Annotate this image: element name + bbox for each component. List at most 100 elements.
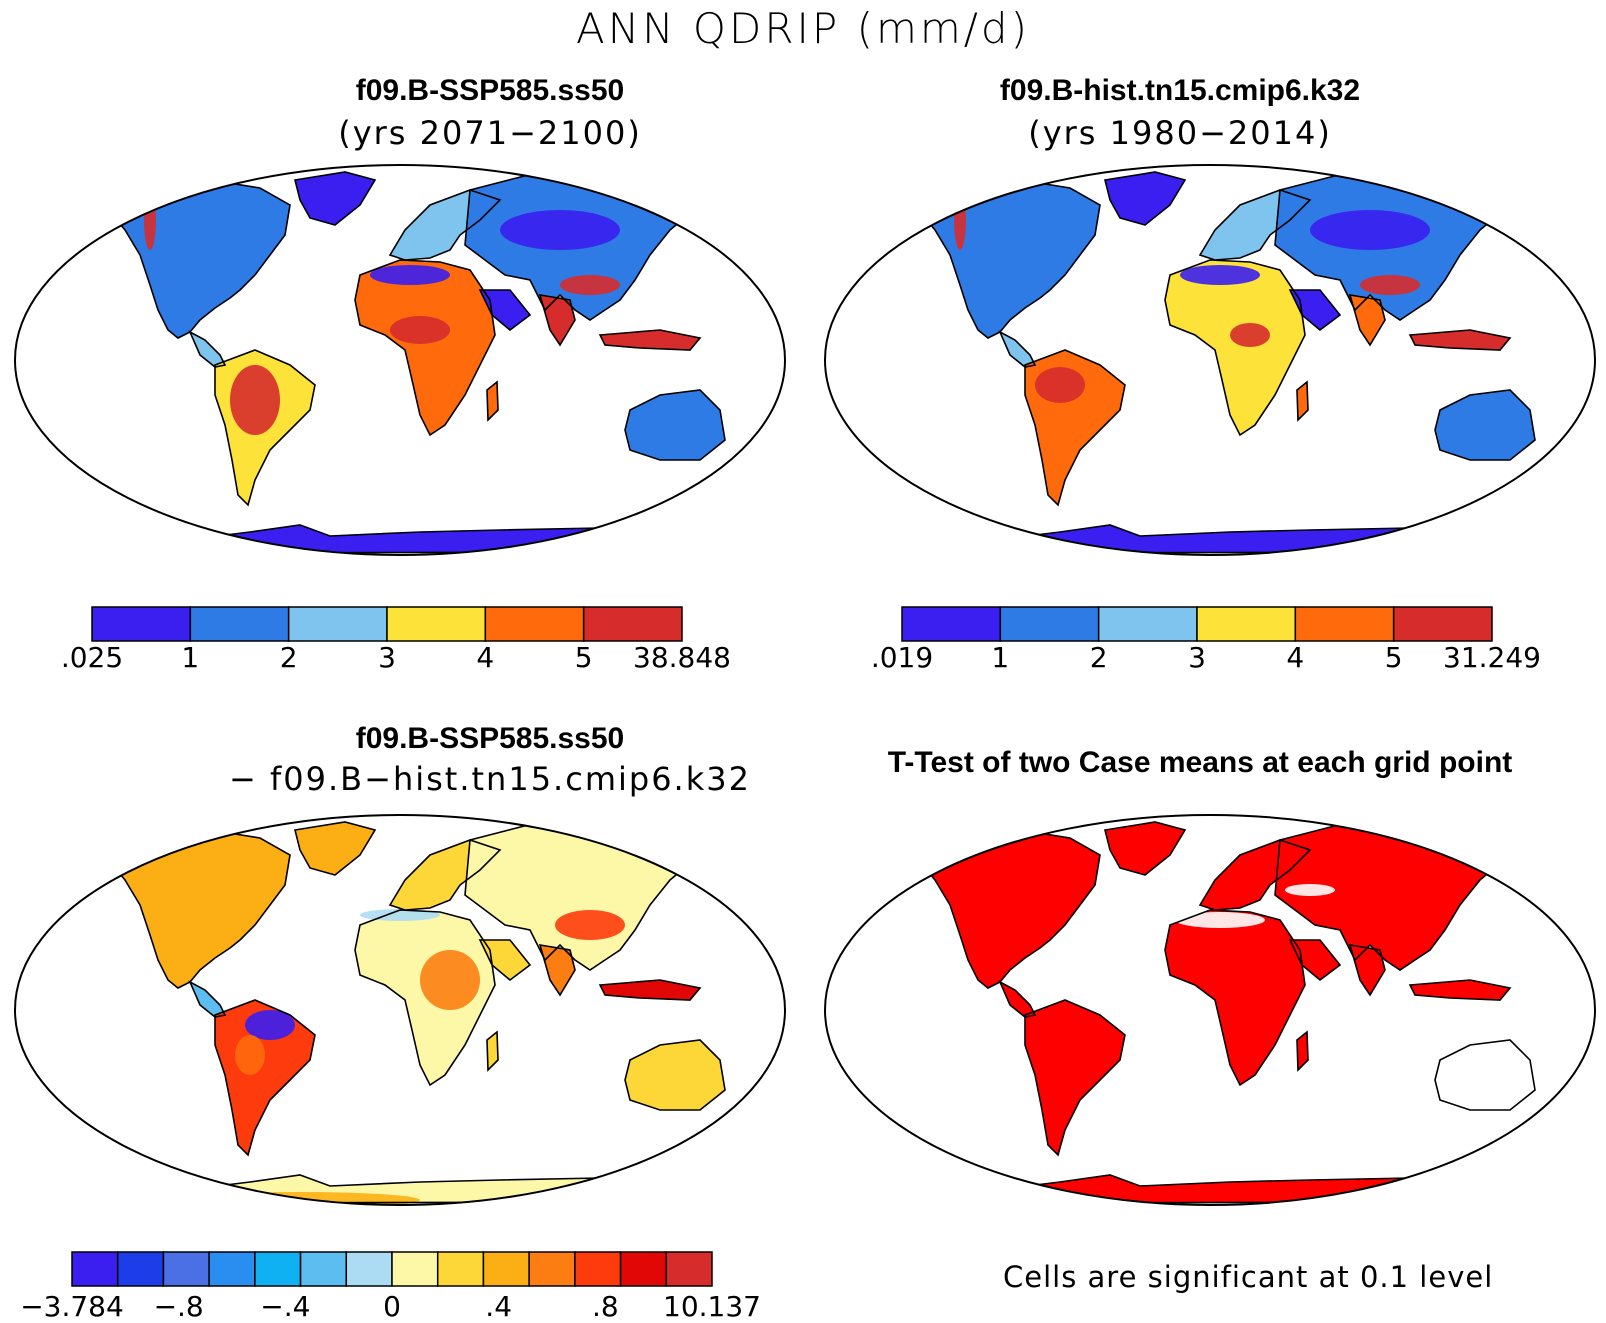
- colorbar-segment: [1196, 606, 1297, 642]
- land-southAmerica: [1025, 1000, 1125, 1155]
- land-northAmerica: [100, 830, 290, 988]
- map-ssp585: [14, 164, 786, 556]
- land-centralAmerica: [1000, 332, 1035, 367]
- colorbar-tick-label: 0: [383, 1290, 401, 1323]
- field-patch: [1035, 367, 1085, 403]
- coastline-indonesia: [598, 329, 702, 351]
- colorbar-segment: [162, 1251, 210, 1287]
- land-madagascar: [1297, 382, 1308, 420]
- colorbar-segment: [999, 606, 1100, 642]
- coastline-arabia: [478, 289, 532, 332]
- colorbar-ssp585: .025 1 2 3 4 5 38.848: [61, 606, 731, 674]
- coastline-australia: [1434, 389, 1536, 461]
- coastline-centralAmerica: [998, 330, 1037, 368]
- land-southAmerica: [215, 1000, 315, 1155]
- coastline-greenland: [294, 171, 377, 226]
- map-ttest: [824, 814, 1596, 1206]
- colorbar-segment: [71, 1251, 119, 1287]
- coastline-africa: [1164, 259, 1306, 437]
- coastline-europe: [388, 839, 502, 911]
- colorbar-segment: [299, 1251, 348, 1287]
- land-layer: [98, 169, 726, 554]
- colorbar-segment: [665, 1251, 713, 1287]
- field-patch: [1180, 265, 1260, 285]
- coastline-africa: [354, 909, 496, 1087]
- land-centralAmerica: [190, 982, 225, 1017]
- coastline-greenland: [294, 821, 377, 876]
- colorbar-segment: [484, 606, 585, 642]
- colorbar-segment: [91, 606, 192, 642]
- colorbar-segment: [391, 1251, 439, 1287]
- land-indonesia: [600, 980, 700, 1000]
- coastline-northAmerica: [908, 179, 1101, 339]
- colorbar-segment: [901, 606, 1002, 642]
- colorbar-segment: [1392, 606, 1493, 642]
- coastline-northAmerica: [98, 179, 291, 339]
- land-africa: [1165, 910, 1305, 1085]
- colorbar-segment: [386, 606, 487, 642]
- coastline-australia: [1434, 1039, 1536, 1111]
- colorbar-segment: [116, 1251, 165, 1287]
- land-australia: [625, 1040, 725, 1110]
- colorbar-segment: [345, 1251, 393, 1287]
- coastline-europe: [1198, 189, 1312, 261]
- colorbar-tick-label: .019: [871, 641, 933, 674]
- field-patch: [1175, 912, 1265, 928]
- land-australia: [1435, 390, 1535, 460]
- colorbar-tick-label: 4: [1286, 641, 1304, 674]
- land-indonesia: [1410, 980, 1510, 1000]
- colorbar-tick-label: −.4: [260, 1290, 310, 1323]
- coastline-centralAmerica: [998, 980, 1037, 1018]
- field-patch: [230, 365, 280, 435]
- colorbar-segment: [582, 606, 683, 642]
- colorbar-tick-label: .025: [61, 641, 123, 674]
- coastline-greenland: [1104, 821, 1187, 876]
- colorbar-segment: [436, 1251, 485, 1287]
- coastline-india: [1348, 294, 1386, 347]
- coastline-southAmerica: [1024, 349, 1126, 507]
- field-patch: [1285, 884, 1335, 896]
- colorbar-segment: [528, 1251, 576, 1287]
- colorbar-tick-label: 5: [1385, 641, 1403, 674]
- colorbar-tick-label: 3: [378, 641, 396, 674]
- field-patch: [1230, 323, 1270, 347]
- coastline-centralAmerica: [188, 330, 227, 368]
- coastline-arabia: [1288, 289, 1342, 332]
- land-madagascar: [487, 1032, 498, 1070]
- land-greenland: [1105, 172, 1185, 225]
- land-africa: [1165, 260, 1305, 435]
- land-indonesia: [600, 330, 700, 350]
- coastline-madagascar: [486, 1030, 499, 1072]
- land-madagascar: [1297, 1032, 1308, 1070]
- colorbar-tick-label: −3.784: [20, 1290, 124, 1323]
- coastline-africa: [1164, 909, 1306, 1087]
- panel1-subtitle: (yrs 2071−2100): [338, 114, 642, 152]
- colorbar-segment: [208, 1251, 256, 1287]
- land-greenland: [295, 172, 375, 225]
- land-india: [540, 945, 575, 995]
- map-border: [14, 814, 786, 1206]
- coastline-southAmerica: [214, 349, 316, 507]
- coastline-arabia: [478, 939, 532, 982]
- field-patch: [1310, 210, 1430, 250]
- field-patch: [1360, 275, 1420, 295]
- coastline-southAmerica: [214, 999, 316, 1157]
- coastline-africa: [354, 259, 496, 437]
- field-patch: [390, 316, 450, 344]
- coastline-madagascar: [1296, 1030, 1309, 1072]
- field-patch: [1470, 1055, 1530, 1105]
- coastline-australia: [624, 389, 726, 461]
- panel4-title: T-Test of two Case means at each grid po…: [887, 746, 1513, 779]
- colorbar-tick-label: .8: [592, 1290, 619, 1323]
- field-patch: [144, 190, 156, 250]
- map-border: [14, 164, 786, 556]
- land-layer: [908, 169, 1536, 554]
- colorbar-tick-label: 3: [1188, 641, 1206, 674]
- colorbar-segment: [619, 1251, 668, 1287]
- colorbar-tick-label: 2: [1090, 641, 1108, 674]
- land-india: [540, 295, 575, 345]
- colorbar-tick-label: 1: [181, 641, 199, 674]
- land-madagascar: [487, 382, 498, 420]
- coastline-india: [538, 294, 576, 347]
- coastline-india: [538, 944, 576, 997]
